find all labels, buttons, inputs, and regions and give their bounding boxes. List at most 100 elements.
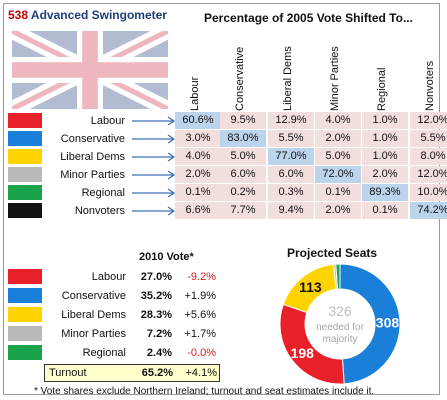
vote-change: -0.0% — [187, 347, 216, 359]
party-swatch — [8, 288, 42, 303]
column-header-label: Liberal Dems — [282, 46, 294, 111]
column-header: Conservative — [220, 39, 260, 111]
shift-cell[interactable]: 89.3% — [362, 184, 408, 201]
shift-cell[interactable]: 8.0% — [410, 148, 447, 165]
shift-cell[interactable]: 77.0% — [268, 148, 314, 165]
shift-cell[interactable]: 2.0% — [362, 166, 408, 183]
arrow-right-icon — [132, 134, 176, 144]
party-swatch — [8, 307, 42, 322]
projected-seats-title: Projected Seats — [287, 246, 378, 260]
row-label: Liberal Dems — [60, 151, 125, 163]
vote-share: 2.4% — [146, 347, 172, 359]
union-jack-flag — [12, 31, 168, 109]
majority-text-2: majority — [322, 334, 357, 345]
shift-cell[interactable]: 74.2% — [410, 202, 447, 219]
shift-cell[interactable]: 5.0% — [220, 148, 266, 165]
vote-party-label: Liberal Dems — [61, 309, 126, 321]
party-swatch — [8, 203, 42, 218]
shift-cell[interactable]: 83.0% — [220, 130, 266, 147]
shift-table-header: Percentage of 2005 Vote Shifted To... — [204, 11, 413, 25]
row-label: Regional — [81, 187, 125, 199]
turnout-change: +4.1% — [185, 367, 218, 379]
shift-cell[interactable]: 12.9% — [268, 112, 314, 129]
title-text: Advanced Swingometer — [30, 8, 167, 22]
column-header-label: Nonvoters — [424, 60, 436, 111]
shift-cell[interactable]: 5.5% — [268, 130, 314, 147]
vote-share: 35.2% — [140, 290, 172, 302]
seat-value-label: 198 — [291, 345, 315, 361]
shift-cell[interactable]: 12.0% — [410, 112, 447, 129]
shift-cell[interactable]: 9.5% — [220, 112, 266, 129]
column-header-label: Labour — [189, 76, 201, 111]
party-swatch — [8, 149, 42, 164]
shift-cell[interactable]: 0.2% — [220, 184, 266, 201]
row-label: Nonvoters — [74, 205, 125, 217]
arrow-right-icon — [132, 152, 176, 162]
turnout-label: Turnout — [49, 367, 87, 379]
vote-2010-title: 2010 Vote* — [139, 251, 194, 263]
vote-party-label: Labour — [91, 271, 126, 283]
column-header: Minor Parties — [315, 39, 355, 111]
shift-cell[interactable]: 2.0% — [175, 166, 221, 183]
shift-cell[interactable]: 7.7% — [220, 202, 266, 219]
shift-cell[interactable]: 1.0% — [362, 148, 408, 165]
swingometer-panel: 538 Advanced Swingometer Percentage of 2… — [3, 3, 447, 397]
seat-slice — [335, 263, 341, 290]
row-label: Labour — [90, 115, 125, 127]
shift-cell[interactable]: 0.1% — [175, 184, 221, 201]
vote-party-label: Conservative — [61, 290, 126, 302]
footnote: * Vote shares exclude Northern Ireland; … — [34, 386, 375, 397]
vote-change: +5.6% — [184, 309, 217, 321]
shift-cell[interactable]: 2.0% — [315, 130, 361, 147]
column-header-label: Conservative — [234, 46, 246, 111]
shift-cell[interactable]: 1.0% — [362, 112, 408, 129]
vote-change: -9.2% — [187, 271, 216, 283]
shift-cell[interactable]: 6.0% — [268, 166, 314, 183]
party-swatch — [8, 167, 42, 182]
turnout-row: Turnout 65.2% +4.1% — [44, 364, 220, 382]
shift-cell[interactable]: 4.0% — [175, 148, 221, 165]
arrow-right-icon — [132, 206, 176, 216]
shift-cell[interactable]: 10.0% — [410, 184, 447, 201]
majority-text: needed for — [316, 322, 364, 333]
party-swatch — [8, 345, 42, 360]
shift-cell[interactable]: 0.3% — [268, 184, 314, 201]
turnout-value: 65.2% — [141, 367, 173, 379]
shift-cell[interactable]: 0.1% — [362, 202, 408, 219]
shift-cell[interactable]: 4.0% — [315, 112, 361, 129]
shift-cell[interactable]: 2.0% — [315, 202, 361, 219]
shift-cell[interactable]: 5.0% — [315, 148, 361, 165]
shift-cell[interactable]: 1.0% — [362, 130, 408, 147]
arrow-right-icon — [132, 116, 176, 126]
column-header-label: Minor Parties — [329, 46, 341, 111]
column-header: Regional — [362, 39, 402, 111]
vote-party-label: Minor Parties — [61, 328, 126, 340]
majority-number: 326 — [328, 303, 352, 319]
shift-cell[interactable]: 72.0% — [315, 166, 361, 183]
party-swatch — [8, 131, 42, 146]
party-swatch — [8, 113, 42, 128]
row-label: Conservative — [60, 133, 125, 145]
shift-cell[interactable]: 6.0% — [220, 166, 266, 183]
shift-cell[interactable]: 6.6% — [175, 202, 221, 219]
column-header: Liberal Dems — [268, 39, 308, 111]
shift-cell[interactable]: 9.4% — [268, 202, 314, 219]
title-number: 538 — [8, 8, 29, 22]
shift-cell[interactable]: 5.5% — [410, 130, 447, 147]
app-title: 538 Advanced Swingometer — [8, 8, 167, 24]
vote-change: +1.9% — [184, 290, 217, 302]
column-header: Labour — [175, 39, 215, 111]
vote-change: +1.7% — [184, 328, 217, 340]
seat-value-label: 308 — [376, 314, 400, 330]
seat-value-label: 113 — [299, 279, 322, 295]
column-header-label: Regional — [376, 67, 388, 111]
shift-cell[interactable]: 12.0% — [410, 166, 447, 183]
party-swatch — [8, 269, 42, 284]
shift-cell[interactable]: 60.6% — [175, 112, 221, 129]
arrow-right-icon — [132, 170, 176, 180]
column-header: Nonvoters — [410, 39, 447, 111]
arrow-right-icon — [132, 188, 176, 198]
shift-cell[interactable]: 3.0% — [175, 130, 221, 147]
shift-cell[interactable]: 0.1% — [315, 184, 361, 201]
